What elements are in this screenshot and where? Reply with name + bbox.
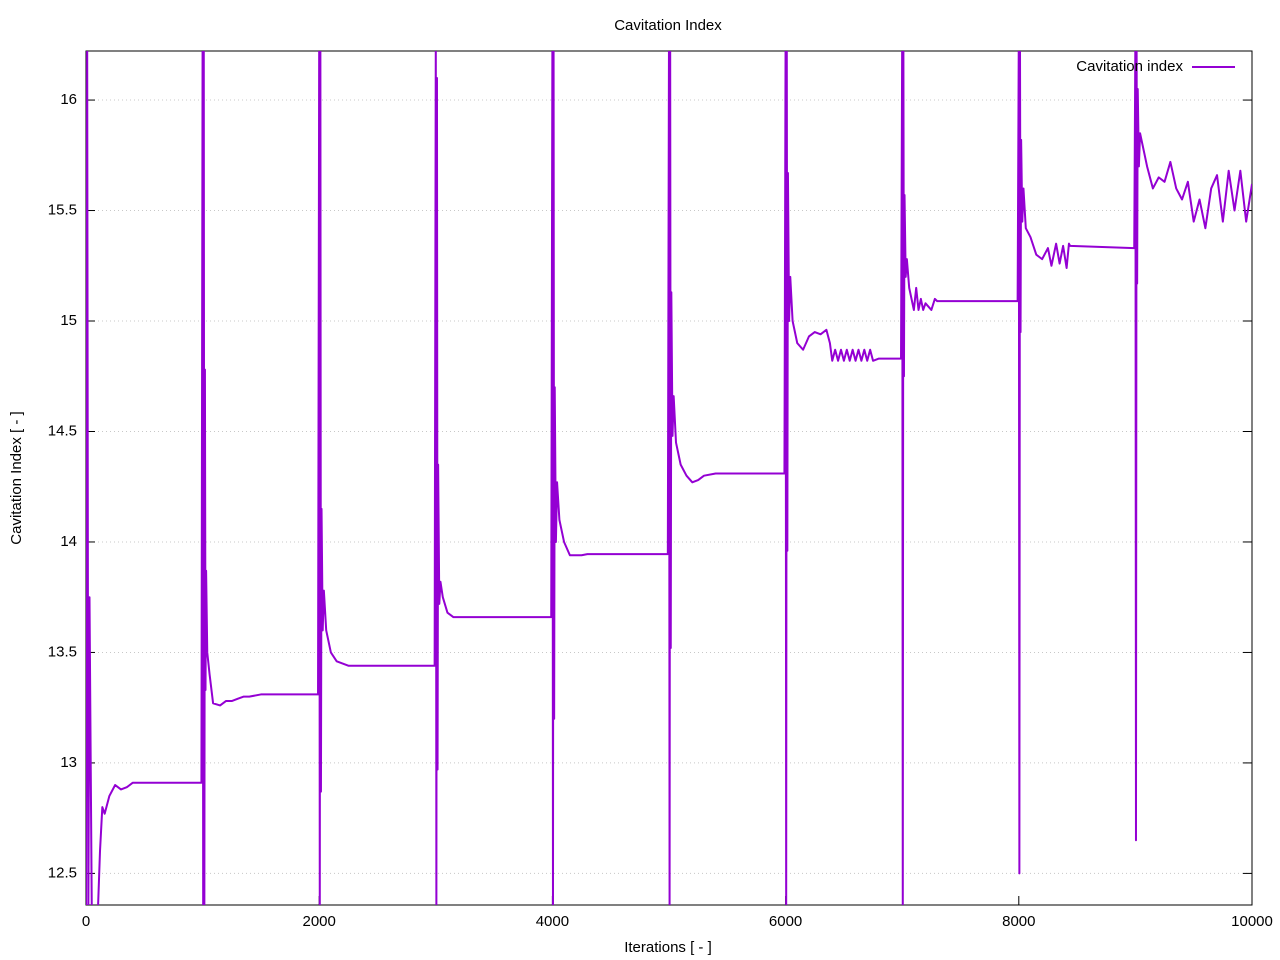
y-tick-label: 13 (60, 754, 77, 771)
x-tick-label: 6000 (769, 913, 802, 930)
y-tick-label: 12.5 (48, 864, 77, 881)
chart-title: Cavitation Index (614, 17, 722, 34)
x-tick-label: 0 (82, 913, 90, 930)
y-tick-label: 14 (60, 533, 77, 550)
y-tick-label: 16 (60, 91, 77, 108)
plot-area (86, 51, 1252, 905)
x-tick-label: 4000 (536, 913, 569, 930)
x-tick-label: 2000 (303, 913, 336, 930)
x-axis-label: Iterations [ - ] (624, 939, 712, 956)
data-line (86, 51, 1252, 905)
x-tick-label: 8000 (1002, 913, 1035, 930)
y-tick-label: 15 (60, 312, 77, 329)
y-tick-label: 13.5 (48, 643, 77, 660)
y-axis-label: Cavitation Index [ - ] (8, 411, 25, 544)
y-tick-label: 14.5 (48, 422, 77, 439)
legend-label: Cavitation index (1076, 58, 1183, 75)
y-tick-label: 15.5 (48, 201, 77, 218)
x-tick-label: 10000 (1231, 913, 1273, 930)
